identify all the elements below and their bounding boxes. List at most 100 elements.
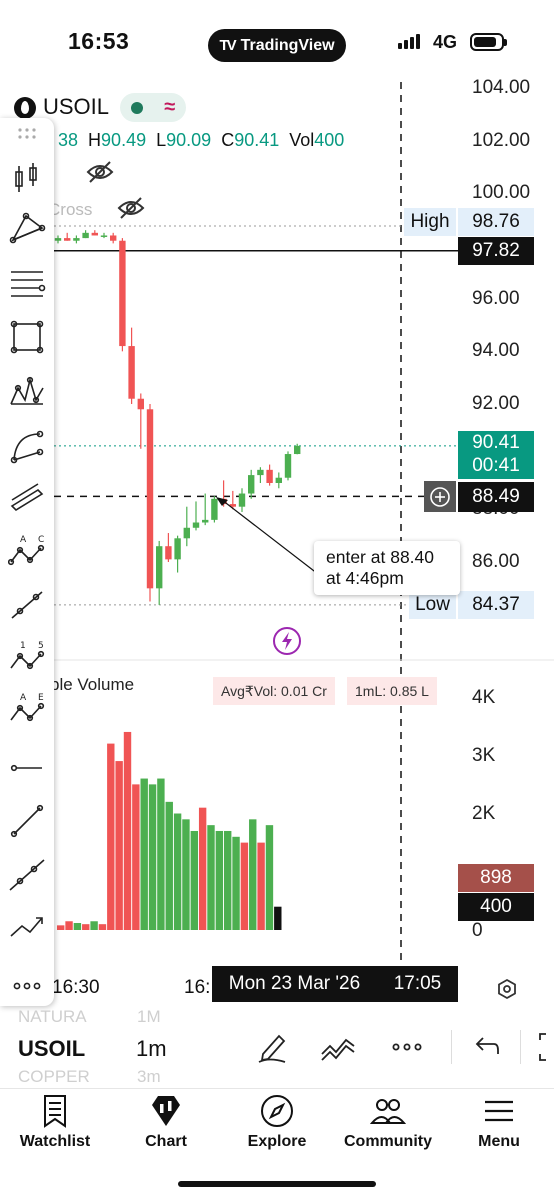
more-tools-icon[interactable]: [8, 968, 46, 1006]
volume-bar: [182, 819, 190, 930]
svg-text:A: A: [20, 693, 27, 703]
svg-text:C: C: [38, 535, 44, 545]
undo-icon[interactable]: [472, 1034, 500, 1060]
ohlc-close: 90.41: [234, 130, 280, 150]
time-axis-label: 16:30: [52, 977, 100, 998]
pitchfork-tool-icon[interactable]: [8, 210, 46, 248]
avg-volume-chip: Avg₹Vol: 0.01 Cr: [213, 677, 335, 705]
candle: [257, 467, 264, 483]
price-axis-label: 104.00: [472, 77, 531, 98]
watchlist-icon: [44, 1095, 66, 1128]
bar-countdown: 00:41: [472, 455, 520, 476]
candle-body: [183, 527, 190, 539]
tradingview-logo-icon: TV: [219, 37, 236, 54]
candle: [156, 540, 163, 605]
trend-line-tool-icon[interactable]: [8, 586, 46, 624]
compass-icon: [261, 1095, 293, 1127]
candle-body: [248, 475, 255, 494]
home-indicator[interactable]: [178, 1181, 376, 1187]
candle: [266, 464, 273, 486]
next-interval[interactable]: 3m: [137, 1067, 161, 1086]
annotation-arrowhead: [216, 497, 228, 506]
prev-interval[interactable]: 1M: [137, 1007, 161, 1026]
market-status-pill[interactable]: ≈: [120, 93, 186, 122]
volume-bar: [132, 784, 140, 930]
volume-bar: [123, 731, 132, 930]
volume-bar: [148, 784, 157, 930]
trade-note[interactable]: enter at 88.40 at 4:46pm: [314, 541, 460, 595]
symbol-name[interactable]: USOIL: [43, 94, 110, 119]
volume-bar: [224, 830, 232, 930]
candle: [137, 393, 144, 449]
candle-body: [119, 240, 126, 347]
candle: [110, 232, 117, 244]
volume-bar: [240, 842, 249, 930]
horizontal-ray-tool-icon[interactable]: [8, 750, 46, 788]
volume-bar: [207, 825, 215, 930]
volume-bar: [265, 825, 274, 930]
prev-symbol[interactable]: NATURA: [18, 1007, 87, 1026]
volume-bar: [198, 807, 207, 930]
chart-canvas[interactable]: [0, 70, 554, 1010]
rectangle-tool-icon[interactable]: [8, 318, 46, 356]
candle-body: [110, 235, 117, 241]
trade-note-line2: at 4:46pm: [326, 568, 404, 588]
candle-body: [100, 235, 108, 237]
svg-text:A: A: [20, 535, 27, 545]
eye-hidden-icon[interactable]: [86, 160, 114, 184]
volume-bar: [57, 925, 65, 930]
annotation-arrow: [221, 499, 319, 575]
draw-pen-icon[interactable]: [255, 1030, 289, 1064]
price-axis-label: 86.00: [472, 551, 520, 572]
crosshair-time-tag: Mon 23 Mar '26 17:05: [212, 966, 458, 1002]
candle: [82, 230, 89, 239]
more-options-icon[interactable]: [390, 1035, 424, 1059]
chart-settings-icon[interactable]: [496, 978, 518, 1000]
nav-label: Chart: [145, 1133, 187, 1150]
lightning-icon[interactable]: [272, 626, 302, 656]
candles-tool-icon[interactable]: [8, 160, 46, 198]
current-symbol[interactable]: USOIL: [18, 1036, 86, 1061]
candle: [202, 493, 209, 526]
current-interval[interactable]: 1m: [136, 1036, 167, 1061]
candle: [284, 451, 292, 481]
candle-body: [128, 346, 135, 399]
volume-bar: [107, 743, 115, 930]
candle: [146, 404, 154, 602]
drag-handle-icon[interactable]: [8, 124, 46, 144]
crosshair-date: Mon 23 Mar '26: [228, 973, 361, 994]
next-symbol[interactable]: COPPER: [18, 1067, 90, 1086]
high-value-tag: 98.76: [458, 208, 534, 236]
fib-tool-icon[interactable]: [8, 264, 46, 302]
line-price-tag: 97.82: [458, 237, 534, 265]
volume-title[interactable]: ble Volume: [50, 675, 135, 694]
indicators-icon[interactable]: [320, 1032, 358, 1062]
candle-body: [266, 469, 273, 483]
candle-body: [146, 409, 154, 589]
candle-body: [238, 493, 246, 507]
ray-tool-icon[interactable]: [8, 908, 46, 946]
volume-tag-upper: 898: [458, 864, 534, 892]
arc-tool-icon[interactable]: [8, 428, 46, 466]
extended-line-tool-icon[interactable]: [8, 856, 46, 894]
patterns-tool-icon[interactable]: [8, 374, 46, 412]
candle-body: [156, 546, 163, 589]
candle-body: [174, 538, 181, 560]
candle-body: [202, 519, 209, 523]
volume-bar: [165, 801, 173, 930]
candle: [248, 469, 255, 499]
candle-body: [137, 398, 144, 410]
high-label-tag: High: [404, 208, 456, 236]
channel-tool-icon[interactable]: [8, 480, 46, 518]
candle-body: [91, 232, 98, 236]
volume-bar: [140, 778, 148, 930]
add-alert-button[interactable]: [424, 481, 456, 512]
eye-hidden-icon[interactable]: [117, 196, 145, 220]
candle-body: [64, 238, 71, 241]
fullscreen-icon[interactable]: [534, 1030, 554, 1064]
line-tool-icon[interactable]: [8, 802, 46, 840]
